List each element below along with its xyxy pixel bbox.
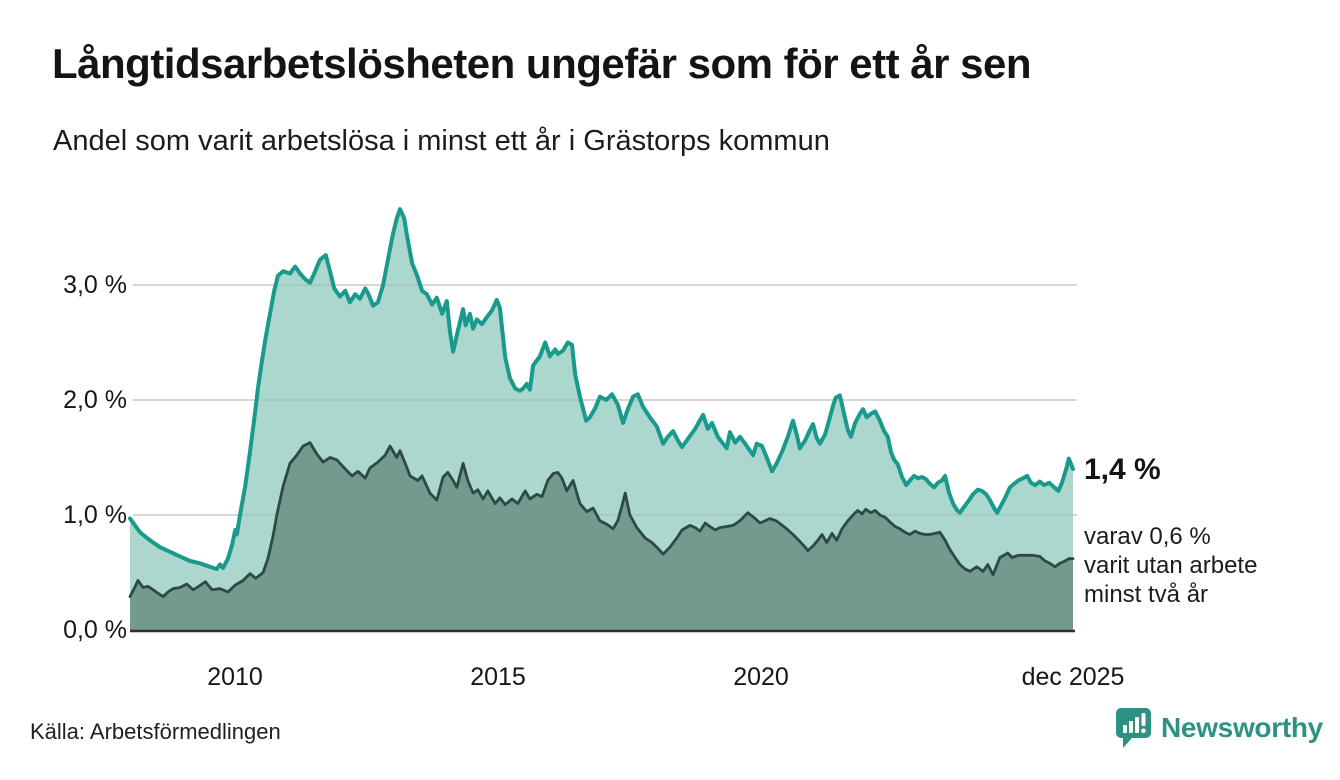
chart-title: Långtidsarbetslösheten ungefär som för e… — [52, 40, 1032, 87]
source-label: Källa: Arbetsförmedlingen — [30, 719, 281, 744]
secondary-annotation-line-2: varit utan arbete — [1084, 552, 1258, 579]
y-tick-label: 0,0 % — [63, 616, 127, 644]
area-two-year — [130, 442, 1073, 630]
newsworthy-icon — [1116, 708, 1151, 748]
secondary-annotation: varav 0,6 % varit utan arbete minst två … — [1084, 522, 1257, 609]
chart-subtitle: Andel som varit arbetslösa i minst ett å… — [53, 125, 830, 157]
y-tick-label: 1,0 % — [63, 501, 127, 529]
newsworthy-logo[interactable]: Newsworthy — [1115, 707, 1323, 749]
x-tick-label: 2015 — [470, 663, 526, 691]
latest-value-label: 1,4 % — [1084, 453, 1161, 486]
y-tick-label: 2,0 % — [63, 386, 127, 414]
newsworthy-wordmark: Newsworthy — [1161, 712, 1323, 743]
secondary-annotation-line-1: varav 0,6 % — [1084, 523, 1211, 550]
x-tick-label: 2020 — [733, 663, 789, 691]
line-two-year — [128, 441, 1075, 598]
y-tick-label: 3,0 % — [63, 271, 127, 299]
line-one-year — [128, 207, 1075, 571]
secondary-annotation-line-3: minst två år — [1084, 581, 1209, 608]
x-tick-label: 2010 — [207, 663, 263, 691]
x-tick-label: dec 2025 — [1021, 663, 1125, 691]
area-one-year — [130, 209, 1073, 630]
